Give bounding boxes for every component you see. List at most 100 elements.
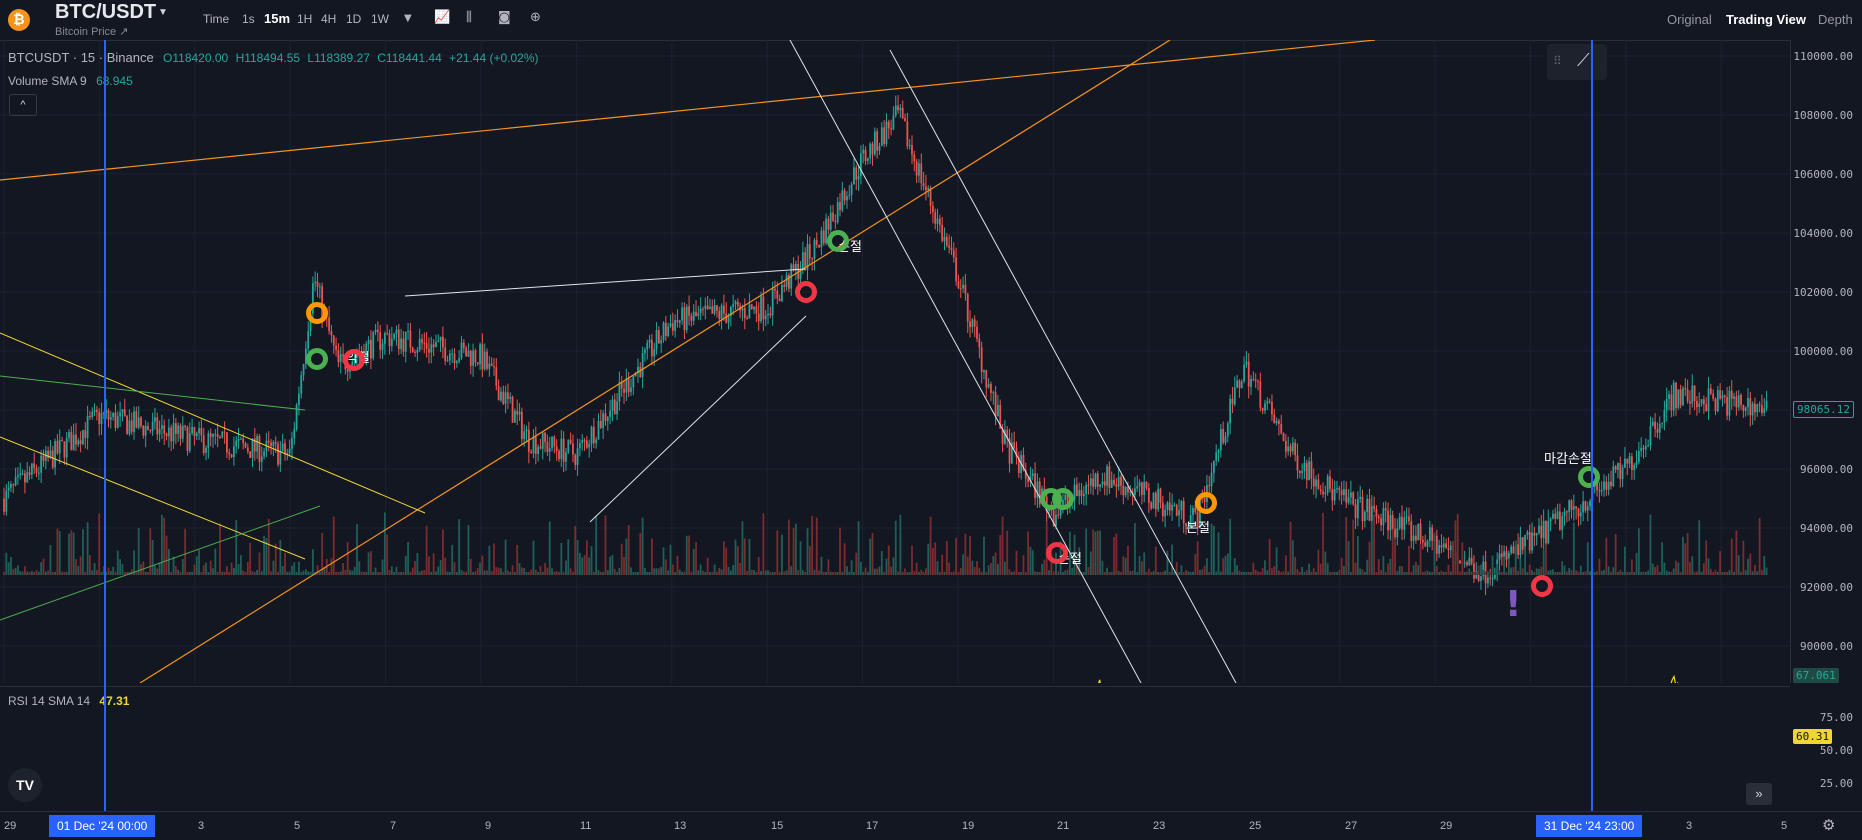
candle-body [1282, 433, 1285, 441]
candle-body [495, 367, 498, 387]
volume-bar [1192, 571, 1194, 575]
camera-icon[interactable]: ◙ [498, 10, 511, 25]
candle-body [7, 487, 10, 491]
volume-bar [68, 533, 70, 575]
volume-bar [1075, 563, 1078, 575]
candle-body [1431, 527, 1434, 541]
volume-bar [639, 533, 642, 575]
volume-bar [1572, 522, 1575, 575]
volume-bar [374, 567, 377, 575]
symbol-subtitle[interactable]: Bitcoin Price ↗ [55, 26, 129, 38]
candle-body [1705, 404, 1708, 412]
chevron-down-icon[interactable]: ▼ [158, 7, 168, 18]
plus-circle-icon[interactable]: ⊕ [530, 10, 541, 25]
volume-bar [1001, 516, 1004, 575]
candle-body [1493, 574, 1496, 579]
candle-body [885, 121, 888, 144]
volume-bar [1466, 571, 1468, 575]
candle-body [1257, 380, 1259, 382]
candle-body [1675, 382, 1677, 409]
volume-bar [1259, 571, 1262, 575]
timeframe-time[interactable]: Time [203, 12, 230, 26]
candle-body [1057, 514, 1060, 516]
volume-bar [692, 548, 695, 575]
drawing-toolbox[interactable]: ⠿ ⟋ [1547, 44, 1607, 80]
candle-body [1470, 557, 1473, 564]
timeframe-4h[interactable]: 4H [321, 12, 337, 26]
volume-bar [1243, 571, 1245, 575]
volume-bar [346, 542, 349, 575]
volume-bar [1463, 571, 1466, 575]
volume-value: 68.945 [96, 74, 133, 88]
fast-forward-icon[interactable]: » [1746, 783, 1772, 805]
rsi-line [1098, 674, 1679, 683]
volume-bar [130, 569, 133, 575]
candle-body [1584, 501, 1587, 511]
candle-body [1352, 492, 1355, 505]
bar-chart-icon[interactable]: 📈 [434, 10, 451, 25]
chart-pane[interactable] [0, 40, 1790, 683]
volume-bar [1159, 571, 1162, 575]
volume-bar [274, 543, 277, 575]
timeframe-1w[interactable]: 1W [371, 12, 389, 26]
volume-bar [569, 568, 572, 575]
candle-body [455, 361, 458, 364]
volume-bar [1024, 571, 1027, 575]
symbol-title[interactable]: BTC/USDT [55, 1, 157, 23]
timeframe-1h[interactable]: 1H [297, 12, 313, 26]
timeframe-1s[interactable]: 1s [242, 12, 255, 26]
volume-bar [390, 566, 393, 575]
volume-bar [293, 562, 296, 575]
candle-body [65, 437, 68, 458]
drag-handle-icon[interactable]: ⠿ [1553, 54, 1562, 68]
candle-body [1730, 390, 1733, 399]
volume-bar [667, 570, 670, 575]
date-axis[interactable]: 29 01 Dec '24 00:00 3 5 7 9 11 13 15 17 … [0, 811, 1862, 840]
volume-bar [298, 561, 300, 575]
chevron-down-icon[interactable]: ▼ [404, 13, 412, 24]
candle-body [230, 454, 233, 458]
volume-bar [395, 566, 398, 575]
volume-bar [1085, 528, 1088, 575]
volume-bar [697, 570, 700, 575]
candle-body [832, 212, 834, 221]
volume-bar [1533, 571, 1536, 575]
candle-body [1159, 488, 1162, 503]
volume-bar [344, 569, 347, 575]
candle-body [660, 340, 663, 344]
volume-bar [971, 560, 974, 575]
price-chart[interactable] [0, 40, 1790, 683]
pane-separator[interactable] [0, 686, 1790, 687]
timeframe-1d[interactable]: 1D [346, 12, 362, 26]
candle-body [1154, 492, 1157, 510]
candle-body [1280, 423, 1283, 434]
volume-bar [30, 571, 33, 575]
tradingview-logo[interactable]: TV [8, 768, 42, 802]
view-depth[interactable]: Depth [1818, 12, 1853, 27]
settings-icon[interactable]: ⚙ [1822, 816, 1836, 834]
timeframe-15m[interactable]: 15m [264, 11, 291, 26]
volume-bar [246, 561, 249, 575]
volume-bar [1554, 572, 1557, 575]
candle-body [1373, 506, 1376, 509]
volume-bar [1324, 551, 1327, 575]
trendline-tool-icon[interactable]: ⟋ [1577, 50, 1590, 71]
candle-body [400, 338, 403, 349]
volume-bar [943, 571, 946, 575]
candle-body [367, 339, 370, 344]
candle-body [1059, 508, 1062, 516]
candles-icon[interactable]: ⫼ [466, 10, 472, 25]
date-label: 5 [294, 820, 301, 832]
date-label: 9 [485, 820, 492, 832]
candle-body [750, 304, 753, 310]
rsi-name: RSI 14 SMA 14 [8, 694, 91, 708]
price-label: 90000.00 [1800, 640, 1853, 653]
collapse-legend-button[interactable]: ^ [9, 94, 37, 116]
volume-bar [562, 571, 565, 575]
view-trading-view[interactable]: Trading View [1726, 12, 1806, 27]
volume-bar [474, 571, 477, 575]
view-original[interactable]: Original [1667, 12, 1712, 27]
candle-body [1707, 388, 1710, 412]
price-axis[interactable]: 110000.00 108000.00 106000.00 104000.00 … [1790, 40, 1862, 790]
candle-body [193, 426, 196, 437]
